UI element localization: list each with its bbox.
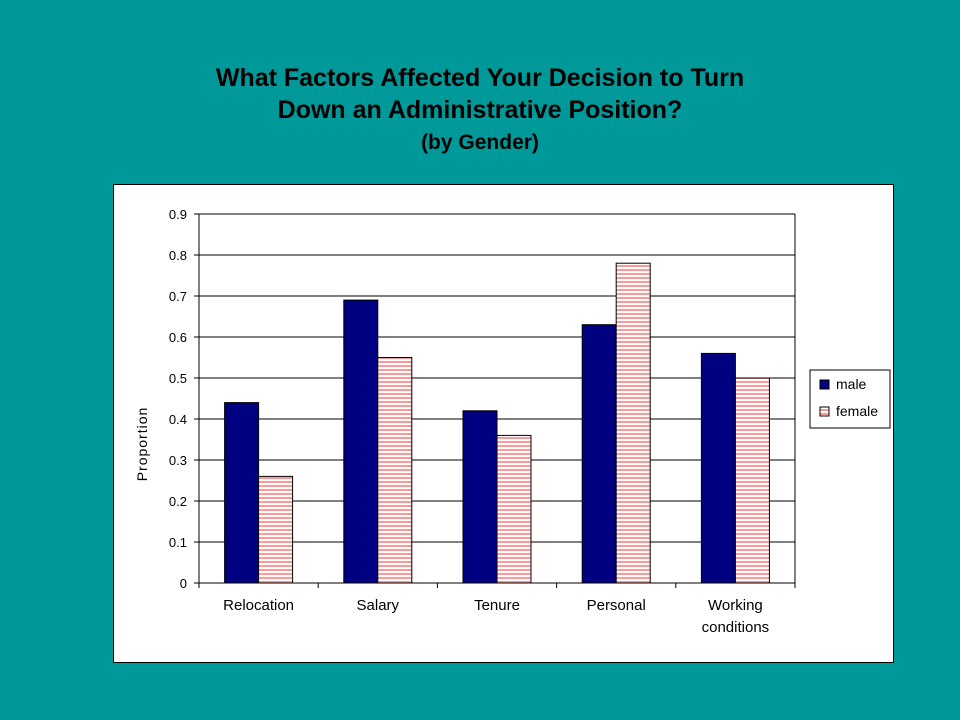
chart-frame: 0 0.1 0.2 0.3 0.4 0.5 0.6 0.7 0.8 0.9 Relocation S… bbox=[113, 184, 894, 663]
y-tick-label: 0.9 bbox=[169, 207, 187, 222]
legend-swatch-male bbox=[819, 379, 830, 390]
y-tick-label: 0.1 bbox=[169, 535, 187, 550]
title-line-2: Down an Administrative Position? bbox=[277, 96, 683, 124]
y-axis-label: Proportion bbox=[134, 407, 150, 482]
bar-male bbox=[224, 402, 260, 584]
y-tick-label: 0.7 bbox=[169, 289, 187, 304]
legend-label-male: male bbox=[836, 376, 867, 392]
x-tick-label: Working bbox=[708, 597, 763, 614]
y-tick-label: 0.3 bbox=[169, 453, 187, 468]
bar-male bbox=[462, 410, 498, 584]
x-tick-label: Tenure bbox=[474, 597, 520, 614]
bar-female bbox=[496, 434, 532, 584]
y-tick-label: 0.4 bbox=[169, 412, 187, 427]
y-tick-label: 0 bbox=[180, 576, 187, 591]
legend: male female bbox=[809, 369, 891, 429]
bar-chart: 0 0.1 0.2 0.3 0.4 0.5 0.6 0.7 0.8 0.9 Relocation S… bbox=[134, 207, 891, 636]
x-tick-label: Salary bbox=[357, 597, 400, 614]
legend-label-female: female bbox=[836, 403, 878, 419]
bar-female bbox=[615, 262, 651, 584]
subtitle: (by Gender) bbox=[421, 131, 539, 154]
bar-female bbox=[258, 475, 294, 584]
y-tick-label: 0.2 bbox=[169, 494, 187, 509]
y-tick-label: 0.8 bbox=[169, 248, 187, 263]
y-tick-label: 0.6 bbox=[169, 330, 187, 345]
bar-male bbox=[343, 299, 379, 584]
bar-female bbox=[377, 357, 413, 584]
y-tick-label: 0.5 bbox=[169, 371, 187, 386]
bar-female bbox=[734, 377, 770, 584]
slide-title: What Factors Affected Your Decision to T… bbox=[0, 62, 960, 158]
legend-swatch-female bbox=[819, 406, 830, 417]
title-line-1: What Factors Affected Your Decision to T… bbox=[215, 64, 745, 92]
x-tick-label: conditions bbox=[702, 619, 770, 636]
x-tick-label: Personal bbox=[587, 597, 646, 614]
x-tick-label: Relocation bbox=[223, 597, 294, 614]
bar-male bbox=[581, 324, 617, 584]
bar-male bbox=[700, 352, 736, 584]
